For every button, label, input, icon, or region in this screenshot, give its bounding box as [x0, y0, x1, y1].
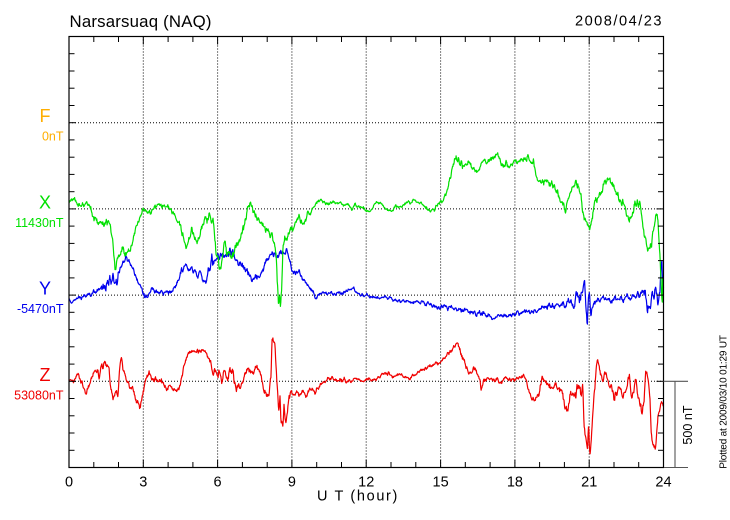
svg-text:15: 15 — [433, 475, 449, 491]
svg-text:U T (hour): U T (hour) — [317, 489, 399, 505]
svg-text:X: X — [39, 192, 51, 212]
svg-text:11430nT: 11430nT — [15, 216, 64, 230]
svg-text:-5470nT: -5470nT — [17, 302, 64, 316]
svg-text:24: 24 — [655, 475, 671, 491]
svg-text:0nT: 0nT — [42, 130, 64, 144]
svg-text:3: 3 — [139, 475, 147, 491]
svg-text:F: F — [40, 106, 51, 126]
svg-text:2008/04/23: 2008/04/23 — [575, 14, 663, 30]
svg-text:18: 18 — [507, 475, 523, 491]
svg-text:Z: Z — [40, 365, 51, 385]
svg-text:0: 0 — [65, 475, 73, 491]
svg-text:9: 9 — [288, 475, 296, 491]
svg-text:Y: Y — [39, 279, 51, 299]
svg-text:6: 6 — [214, 475, 222, 491]
svg-text:12: 12 — [358, 475, 374, 491]
svg-text:53080nT: 53080nT — [14, 388, 64, 402]
svg-text:21: 21 — [581, 475, 597, 491]
svg-text:500 nT: 500 nT — [681, 405, 695, 445]
svg-text:Plotted at 2009/03/10 01:29 UT: Plotted at 2009/03/10 01:29 UT — [718, 335, 729, 469]
svg-text:Narsarsuaq (NAQ): Narsarsuaq (NAQ) — [70, 12, 212, 31]
